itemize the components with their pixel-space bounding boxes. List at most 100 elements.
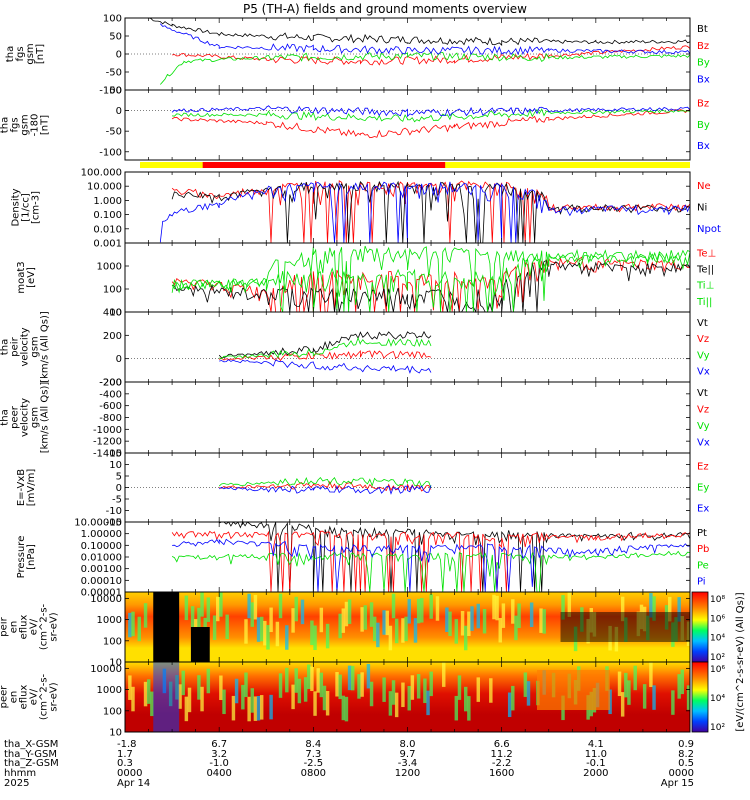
heatmap-cell — [376, 622, 380, 648]
heatmap-cell — [360, 672, 364, 697]
heatmap-cell — [269, 607, 273, 633]
y-tick-label: -600 — [99, 401, 122, 412]
y-axis-label: thafgsgsm[nT] — [5, 43, 46, 64]
y-tick-label: 10.00000 — [74, 518, 122, 529]
series-line-Pi — [172, 538, 690, 593]
heatmap-cell — [677, 597, 681, 622]
heatmap-cell — [482, 608, 487, 634]
heatmap-cell — [128, 675, 132, 700]
heatmap-cell — [388, 691, 393, 716]
heatmap-cell — [131, 611, 135, 637]
colorbar — [691, 661, 709, 733]
y-tick-label: 0.010 — [93, 224, 122, 235]
y-tick-label: -10 — [106, 506, 122, 517]
heatmap-cell — [382, 610, 386, 635]
legend-entry-Te||: Te|| — [696, 265, 714, 276]
x-axis-value: 11.2 — [491, 749, 513, 760]
x-axis-value: 4.1 — [588, 739, 604, 750]
heatmap-cell — [407, 685, 411, 711]
y-tick-label: 100 — [103, 706, 122, 717]
heatmap-cell — [143, 603, 148, 628]
heatmap-cell — [259, 616, 264, 642]
heatmap-cell — [219, 592, 223, 617]
heatmap-cell — [131, 686, 135, 712]
heatmap-cell — [266, 625, 270, 650]
x-axis-row-label: tha_X-GSM — [4, 739, 58, 750]
heatmap-cell — [561, 595, 565, 620]
legend-entry-Te⊥: Te⊥ — [696, 249, 716, 260]
x-axis-row-label: tha_Y-GSM — [4, 749, 57, 760]
heatmap-cell — [335, 672, 339, 697]
y-axis-label-line: E=-VxB — [16, 469, 27, 506]
y-tick-label: -50 — [106, 127, 122, 138]
heatmap-cell — [341, 608, 346, 633]
y-axis-label-line: gsm — [20, 114, 31, 135]
colorbar-tick-label: 10⁴ — [710, 634, 725, 644]
heatmap-cell — [372, 616, 377, 642]
y-axis-label-line: fgs — [15, 46, 26, 61]
heatmap-cell — [394, 692, 399, 718]
x-axis-value: 0.5 — [678, 758, 694, 769]
y-tick-label: 200 — [103, 331, 122, 342]
y-tick-label: 10000 — [90, 594, 122, 605]
y-axis-label: thapeirenefluxeV/(cm^2-s-sr-eV) — [0, 603, 60, 650]
heatmap-cell — [467, 611, 471, 637]
y-tick-label: 10000 — [90, 664, 122, 675]
series-line-Vx — [219, 359, 432, 374]
y-axis-label-line: Density — [11, 188, 22, 226]
heatmap-cell — [507, 692, 512, 718]
heatmap-cell — [448, 611, 452, 637]
heatmap-cell — [285, 625, 289, 650]
y-axis-label-line: [km/s (All Qs)] — [40, 311, 51, 383]
heatmap-cell — [435, 596, 440, 621]
heatmap-cell — [310, 666, 314, 691]
y-tick-label: -800 — [99, 413, 122, 424]
y-tick-label: 100.000 — [81, 168, 122, 179]
heatmap-cell — [319, 607, 324, 633]
panel-frame — [124, 521, 691, 593]
heatmap-cell — [385, 610, 389, 636]
heatmap-cell — [454, 695, 459, 721]
y-tick-label: 10 — [109, 460, 122, 471]
heatmap-cell — [442, 662, 446, 687]
heatmap-cell — [426, 690, 430, 716]
heatmap-cell — [407, 599, 411, 624]
y-tick-label: -1000 — [93, 425, 122, 436]
y-axis-label-line: tha — [5, 46, 16, 62]
heatmap-cell — [181, 670, 185, 696]
y-tick-label: -400 — [99, 389, 122, 400]
legend-entry-Vx: Vx — [697, 367, 710, 378]
heatmap-cell — [206, 597, 211, 622]
colorbar-2: 10⁶ 10⁴ 10² — [691, 661, 725, 733]
y-tick-label: 15 — [109, 449, 122, 460]
heatmap-cell — [344, 601, 349, 627]
legend-entry-Vt: Vt — [697, 388, 708, 399]
heatmap-cell — [360, 607, 364, 632]
heatmap-cell — [351, 665, 355, 691]
legend-entry-Vt: Vt — [697, 318, 708, 329]
x-axis-value: 6.6 — [494, 739, 510, 750]
heatmap-cell — [200, 686, 204, 712]
heatmap-cell — [190, 606, 195, 631]
heatmap-cell — [649, 593, 653, 618]
mode-bar-red — [202, 162, 446, 168]
y-tick-label: -200 — [99, 378, 122, 389]
heatmap-cell — [429, 671, 433, 697]
heatmap-cell — [517, 603, 521, 628]
heatmap-cell — [225, 614, 229, 640]
series-line-Ne — [171, 180, 691, 244]
y-axis-label-line: (cm^2-s- — [39, 603, 50, 650]
legend-entry-Vz: Vz — [697, 404, 709, 415]
heatmap-cell — [652, 685, 656, 710]
y-axis-label-line: [nPa] — [26, 544, 37, 570]
heatmap-cell — [511, 599, 515, 624]
y-tick-label: -1200 — [93, 437, 122, 448]
heatmap-cell — [470, 606, 474, 631]
heatmap-cell — [523, 672, 528, 697]
y-axis-label-line: tha — [0, 409, 11, 425]
y-axis-label-line: moat3 — [16, 261, 27, 293]
series-line-Pb — [171, 530, 691, 593]
heatmap-cell — [256, 617, 261, 642]
heatmap-cell — [313, 625, 317, 651]
